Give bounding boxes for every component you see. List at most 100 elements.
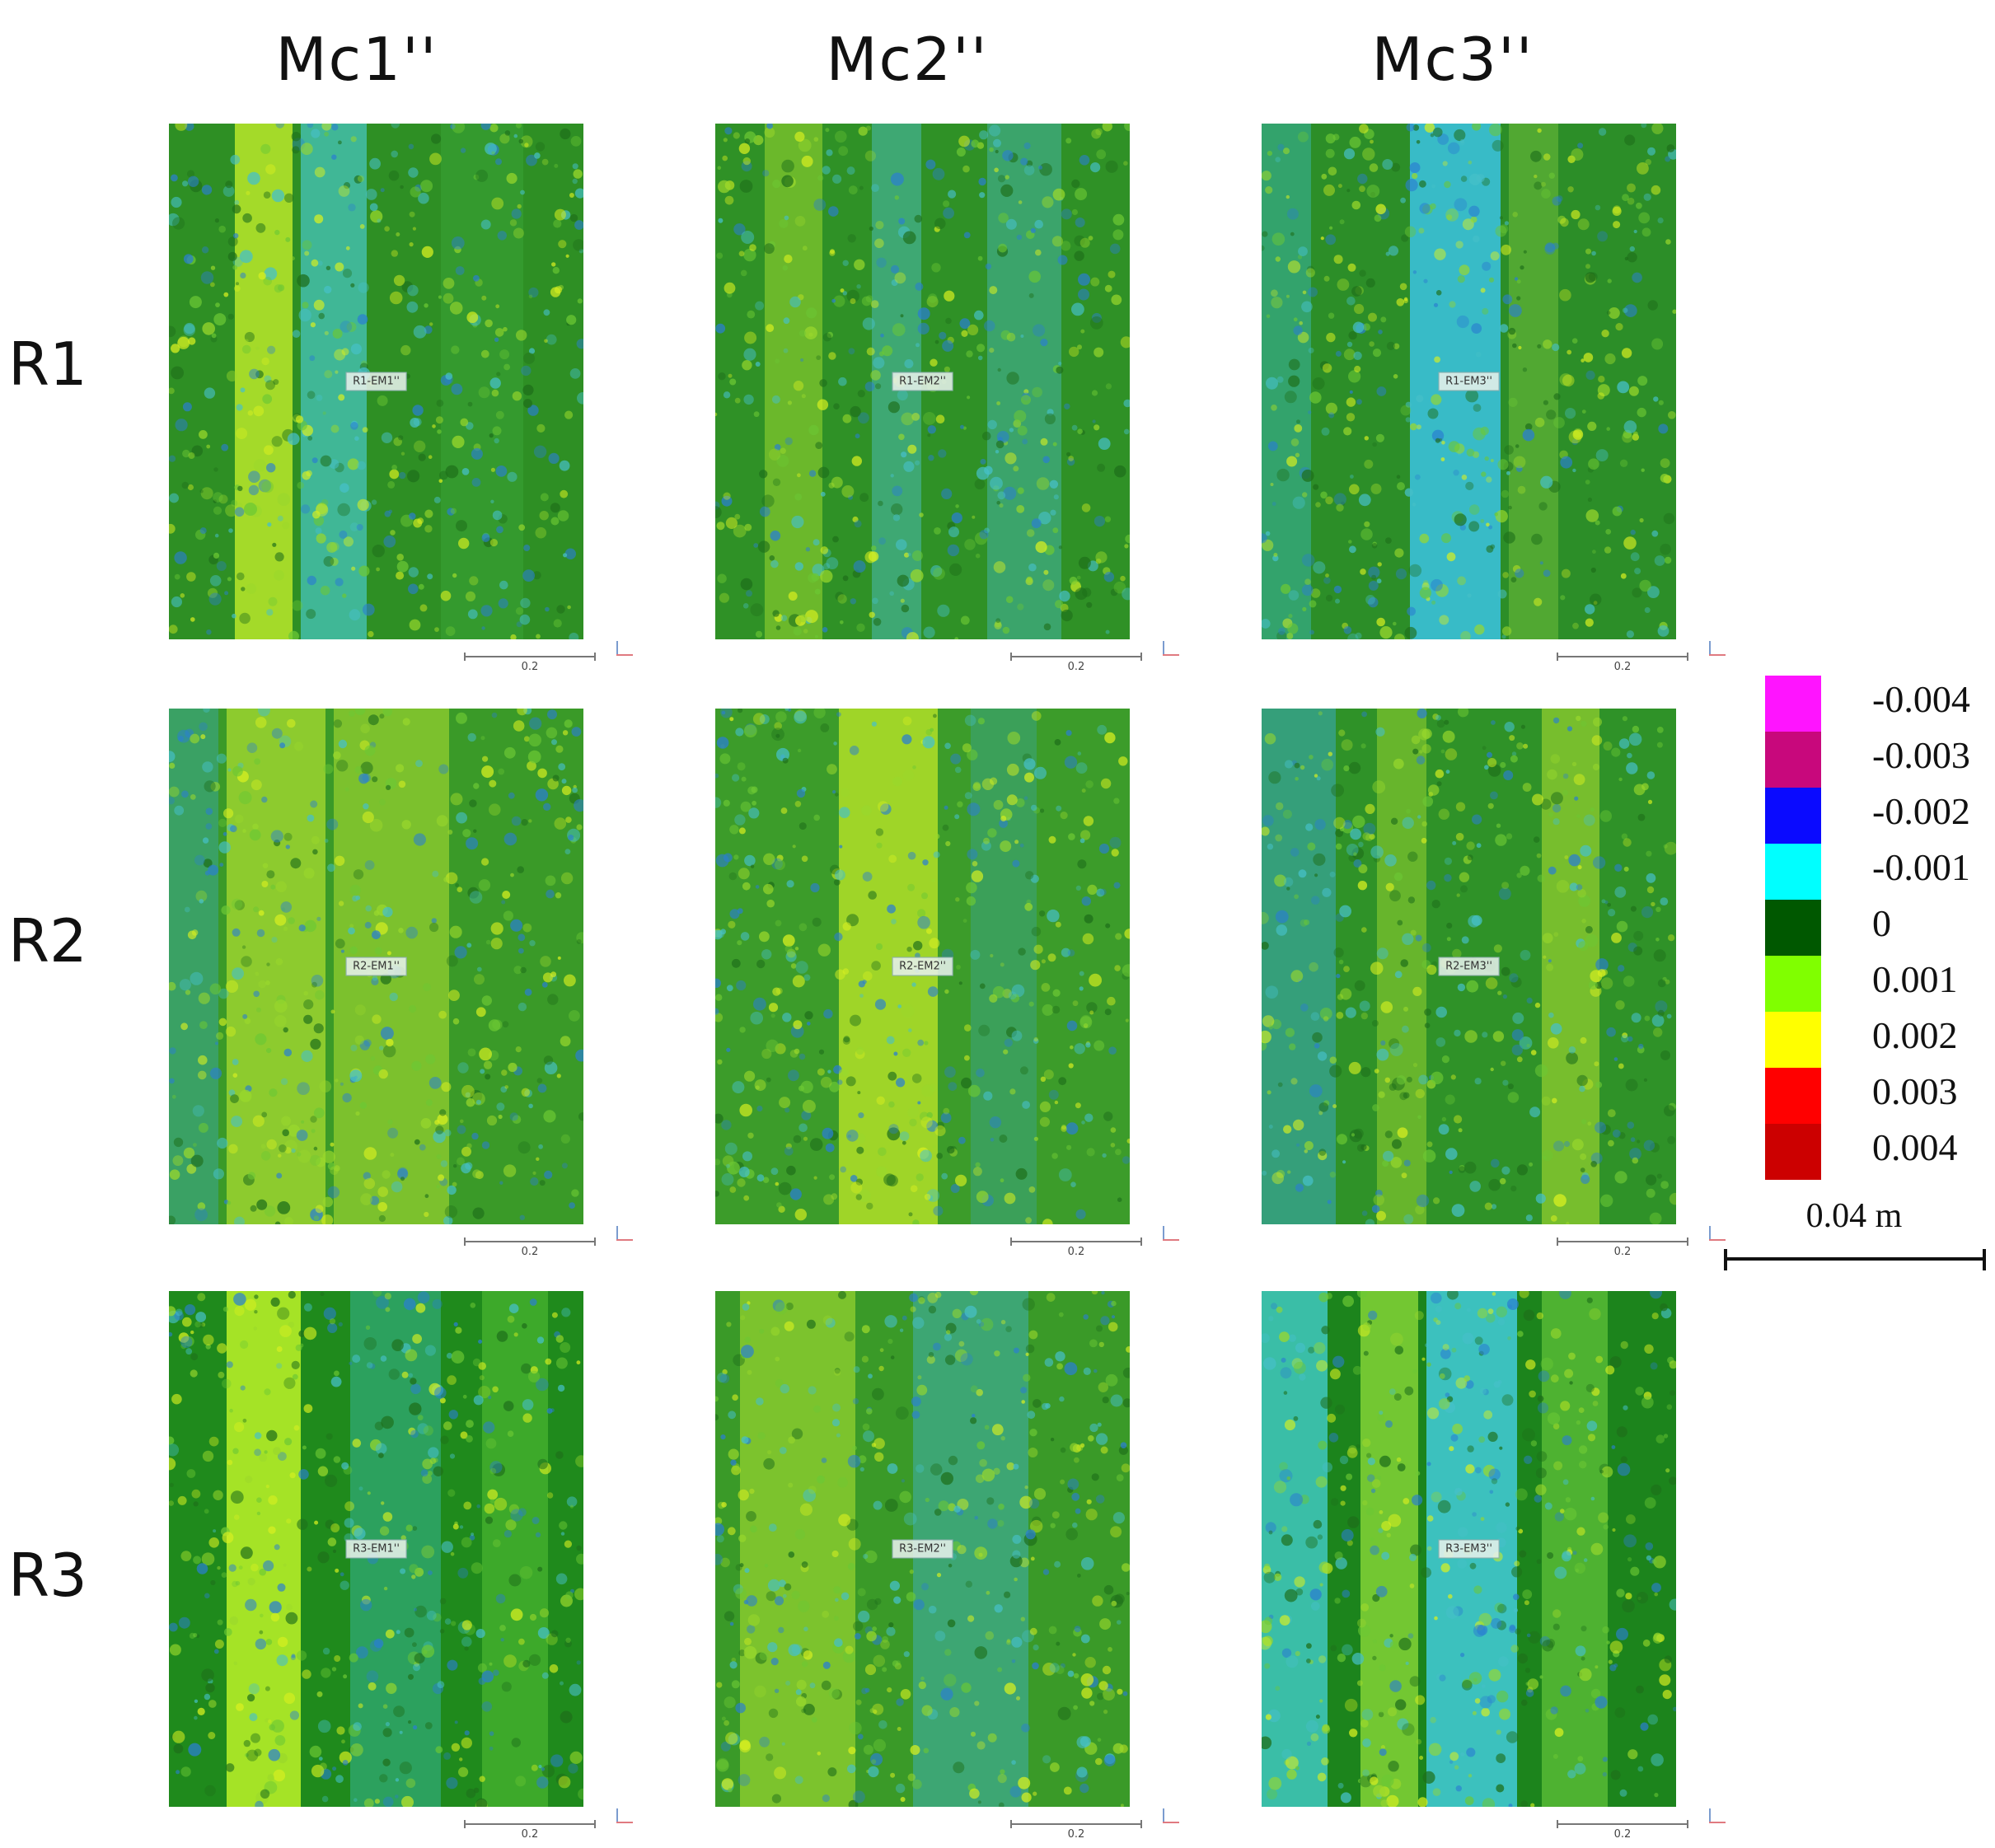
axis-indicator-icon	[1709, 1226, 1727, 1241]
speckle	[1449, 1446, 1454, 1452]
speckle	[1544, 1502, 1552, 1510]
speckle	[716, 252, 724, 260]
speckle	[856, 623, 865, 632]
speckle	[1038, 910, 1046, 917]
speckle	[447, 830, 453, 835]
speckle	[310, 800, 318, 808]
speckle	[560, 128, 571, 140]
speckle	[851, 456, 862, 466]
speckle	[352, 1439, 362, 1448]
speckle	[576, 1545, 582, 1551]
legend-swatch	[1765, 676, 1821, 732]
speckle	[1005, 596, 1014, 603]
speckle	[489, 1746, 494, 1751]
speckle	[1542, 1640, 1554, 1652]
speckle	[873, 1438, 885, 1449]
speckle	[960, 424, 964, 429]
speckle	[480, 605, 493, 617]
speckle	[492, 1386, 499, 1393]
speckle	[303, 1404, 313, 1413]
speckle	[481, 626, 485, 630]
speckle	[1051, 1005, 1061, 1014]
speckle	[1394, 548, 1404, 558]
speckle	[363, 803, 369, 810]
row-title-r1: R1	[8, 330, 87, 399]
tile-scale-line	[1557, 1237, 1688, 1246]
speckle	[1389, 1634, 1393, 1638]
speckle	[1094, 1040, 1105, 1051]
speckle	[882, 345, 893, 357]
speckle	[1499, 224, 1509, 234]
speckle	[1031, 926, 1042, 937]
speckle	[1068, 456, 1075, 461]
speckle	[842, 922, 851, 931]
speckle	[1552, 1623, 1560, 1630]
speckle	[1103, 1754, 1116, 1766]
speckle	[1632, 1157, 1639, 1164]
speckle	[510, 919, 523, 932]
legend-swatch	[1765, 844, 1821, 900]
speckle	[1581, 1174, 1590, 1184]
speckle	[1091, 390, 1098, 396]
speckle	[274, 914, 287, 926]
speckle	[971, 139, 980, 148]
speckle	[1393, 758, 1404, 770]
speckle	[974, 479, 986, 489]
speckle	[1352, 815, 1365, 829]
speckle	[974, 1701, 980, 1706]
speckle	[749, 244, 756, 251]
speckle	[451, 236, 465, 250]
speckle	[934, 527, 941, 535]
speckle	[268, 597, 278, 606]
speckle	[978, 177, 986, 186]
speckle	[947, 544, 960, 557]
speckle	[775, 919, 782, 927]
speckle	[724, 282, 736, 294]
speckle	[1034, 766, 1047, 779]
speckle	[1301, 301, 1313, 313]
speckle	[528, 1103, 533, 1109]
speckle	[408, 567, 419, 578]
speckle	[537, 768, 547, 779]
speckle	[921, 1084, 934, 1097]
speckle	[934, 1630, 946, 1642]
speckle	[213, 506, 222, 515]
speckle	[425, 1054, 436, 1064]
speckle	[274, 1221, 281, 1224]
speckle	[553, 219, 562, 228]
speckle	[255, 1033, 267, 1046]
speckle	[474, 974, 485, 985]
speckle	[434, 1387, 447, 1399]
speckle	[574, 188, 583, 199]
speckle	[1061, 241, 1071, 251]
speckle	[803, 629, 808, 634]
speckle	[902, 1048, 911, 1057]
speckle	[1304, 1141, 1314, 1150]
speckle	[1655, 1434, 1665, 1443]
speckle	[321, 1668, 331, 1678]
speckle	[997, 367, 1001, 372]
speckle	[1612, 506, 1623, 517]
speckle	[473, 783, 480, 789]
speckle	[795, 1689, 802, 1696]
speckle	[275, 881, 287, 892]
speckle	[1026, 160, 1033, 167]
speckle	[1055, 921, 1061, 928]
speckle	[283, 1377, 296, 1389]
speckle	[917, 1101, 921, 1105]
speckle	[1622, 1032, 1628, 1039]
speckle	[1104, 1008, 1112, 1016]
speckle	[901, 1315, 907, 1321]
speckle	[1271, 502, 1276, 506]
speckle	[847, 234, 856, 243]
speckle	[504, 1085, 508, 1089]
tile-label: R3-EM3''	[1438, 1539, 1500, 1559]
speckle	[1403, 1498, 1410, 1504]
speckle	[380, 1027, 394, 1041]
speckle	[1571, 148, 1584, 161]
speckle	[795, 961, 808, 974]
speckle	[1022, 1101, 1030, 1109]
deviation-map-tile: R2-EM1''	[169, 709, 583, 1224]
speckle	[1077, 344, 1082, 350]
speckle	[1486, 545, 1494, 553]
